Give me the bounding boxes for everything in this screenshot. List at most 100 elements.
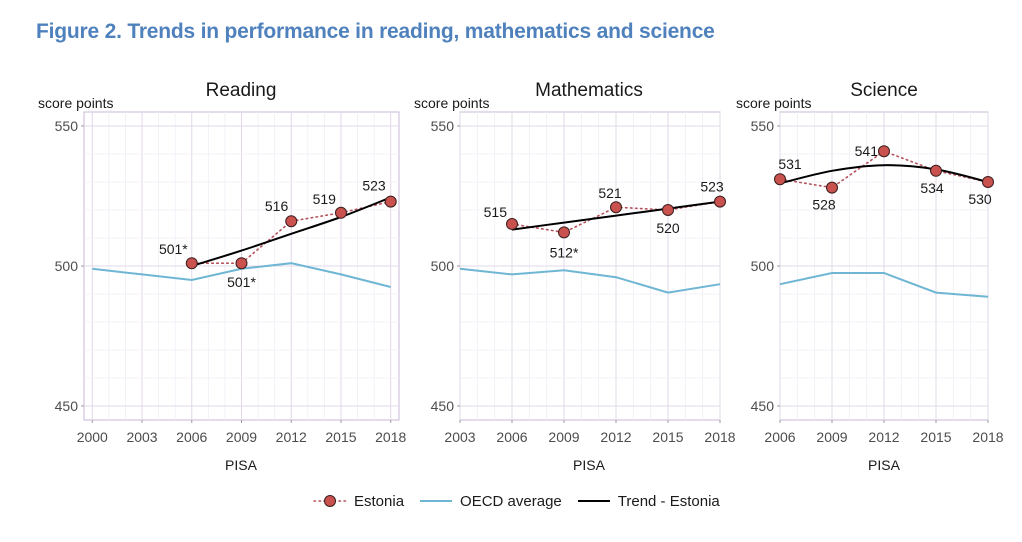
- estonia-point: [930, 164, 942, 177]
- data-label: 523: [700, 179, 724, 195]
- panel-title: Mathematics: [535, 80, 643, 101]
- series-trend: [779, 164, 989, 185]
- y-axis-label: score points: [414, 95, 489, 111]
- x-tick-label: 2015: [325, 429, 356, 445]
- x-tick-label: 2000: [77, 429, 108, 445]
- y-tick-label: 450: [431, 398, 455, 414]
- oecd-line: [779, 272, 989, 298]
- x-tick-labels: 2000 2003 2006 2009 2012 2015 2018: [77, 420, 406, 445]
- y-tick-label: 500: [751, 258, 775, 274]
- estonia-point: [334, 206, 347, 219]
- x-tick-label: 2018: [704, 429, 735, 445]
- estonia-points: [185, 195, 397, 270]
- panel-mathematics: Mathematics score points 450 500 550 2003 2…: [408, 0, 736, 480]
- data-label: 516: [265, 198, 289, 214]
- data-label: 531: [778, 156, 802, 172]
- estonia-point: [878, 145, 890, 158]
- y-tick-labels: 450 500 550: [431, 118, 460, 414]
- y-tick-label: 500: [431, 258, 455, 274]
- x-tick-labels: 2006 2009 2012 2015 2018: [764, 420, 1004, 445]
- series-trend: [191, 196, 392, 267]
- legend-label-estonia: Estonia: [354, 492, 405, 510]
- series-trend: [511, 200, 721, 231]
- x-axis-label: PISA: [573, 457, 606, 473]
- y-tick-label: 500: [55, 258, 79, 274]
- data-label: 521: [598, 185, 622, 201]
- x-tick-label: 2003: [126, 429, 157, 445]
- x-tick-label: 2015: [920, 429, 951, 445]
- x-tick-label: 2009: [816, 429, 847, 445]
- x-tick-label: 2012: [868, 429, 899, 445]
- estonia-point: [384, 195, 397, 208]
- legend-item-trend: Trend - Estonia: [576, 491, 720, 511]
- y-tick-labels: 450 500 550: [751, 118, 780, 414]
- oecd-swatch-icon: [420, 500, 453, 502]
- estonia-swatch-icon: [313, 495, 347, 507]
- x-tick-labels: 2003 2006 2009 2012 2015 2018: [444, 420, 736, 445]
- data-label: 501*: [159, 241, 188, 257]
- x-tick-label: 2018: [375, 429, 406, 445]
- legend: Estonia OECD average Trend - Estonia: [312, 487, 734, 515]
- gridlines: [459, 112, 721, 420]
- x-axis-label: PISA: [225, 457, 258, 473]
- trend-line: [191, 196, 392, 267]
- series-oecd: [779, 272, 989, 298]
- estonia-point: [826, 181, 838, 194]
- panel-science: Science score points 450 500 550 2006 2009 2…: [730, 0, 1004, 480]
- y-axis-label: score points: [736, 95, 811, 111]
- y-tick-labels: 450 500 550: [55, 118, 84, 414]
- panel-title: Reading: [206, 80, 277, 101]
- estonia-point: [285, 215, 298, 228]
- x-tick-label: 2006: [764, 429, 795, 445]
- trend-swatch-icon: [577, 500, 610, 502]
- panel-reading: Reading score points 450 500 550 2000 2003 2…: [30, 0, 412, 480]
- estonia-point: [774, 173, 786, 186]
- x-tick-label: 2012: [276, 429, 307, 445]
- trend-line: [511, 200, 721, 231]
- estonia-point: [558, 226, 570, 239]
- trend-line: [779, 164, 989, 185]
- x-tick-label: 2006: [176, 429, 207, 445]
- y-tick-label: 550: [55, 118, 79, 134]
- x-tick-label: 2012: [600, 429, 631, 445]
- data-label: 501*: [227, 274, 256, 290]
- x-tick-label: 2015: [652, 429, 683, 445]
- data-label: 528: [812, 197, 836, 213]
- figure-title: Figure 2. Trends in performance in readi…: [36, 20, 715, 43]
- estonia-point: [610, 201, 622, 214]
- y-tick-label: 550: [431, 118, 455, 134]
- data-label: 530: [968, 191, 992, 207]
- estonia-points: [506, 195, 726, 239]
- estonia-point: [185, 257, 198, 270]
- x-axis-label: PISA: [868, 457, 901, 473]
- x-tick-label: 2009: [226, 429, 257, 445]
- estonia-point: [506, 218, 518, 230]
- data-labels: 515 512* 521 520 523: [484, 179, 724, 261]
- estonia-point: [662, 204, 674, 216]
- estonia-point: [982, 176, 994, 188]
- x-tick-label: 2009: [548, 429, 579, 445]
- y-tick-label: 450: [55, 398, 79, 414]
- data-label: 523: [362, 178, 386, 194]
- y-tick-label: 450: [751, 398, 775, 414]
- x-tick-label: 2018: [972, 429, 1003, 445]
- x-tick-label: 2003: [444, 429, 475, 445]
- data-labels: 501* 501* 516 519 523: [159, 178, 386, 291]
- legend-item-estonia: Estonia: [312, 491, 404, 511]
- oecd-line: [459, 267, 721, 294]
- y-axis-label: score points: [38, 95, 113, 111]
- data-label: 512*: [550, 244, 579, 260]
- data-label: 541: [855, 143, 879, 159]
- data-label: 519: [313, 191, 337, 207]
- estonia-points: [774, 145, 994, 194]
- estonia-point: [714, 195, 726, 208]
- x-tick-label: 2006: [496, 429, 527, 445]
- legend-label-oecd: OECD average: [460, 492, 562, 510]
- panel-title: Science: [850, 80, 918, 101]
- legend-label-trend: Trend - Estonia: [617, 492, 720, 510]
- y-tick-label: 550: [751, 118, 775, 134]
- estonia-point: [235, 257, 248, 270]
